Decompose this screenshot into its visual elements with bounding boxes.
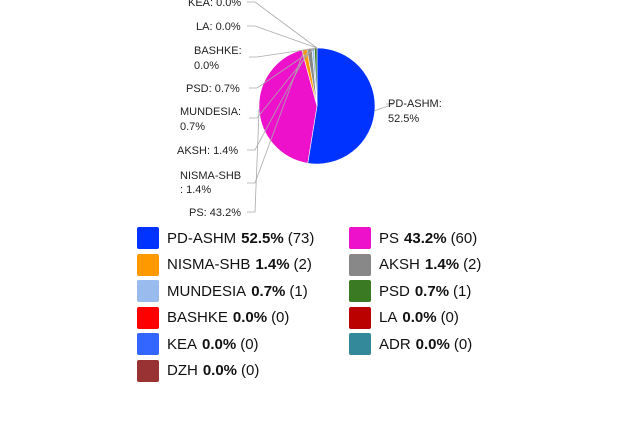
legend-count: (1) — [453, 282, 472, 300]
legend-percent: 52.5% — [241, 229, 284, 247]
legend-item-pd-ashm: PD-ASHM 52.5% (73) — [137, 226, 314, 250]
legend-label: PS — [379, 229, 400, 247]
data-label-bashke: BASHKE: — [194, 45, 242, 57]
data-label-mundesia-value: 0.7% — [180, 121, 205, 133]
legend-percent: 0.7% — [251, 282, 286, 300]
leader-line-psd — [249, 47, 316, 89]
legend-percent: 0.0% — [415, 335, 450, 353]
legend-percent: 1.4% — [424, 256, 460, 273]
legend-count: (0) — [241, 362, 260, 379]
legend-count: (73) — [287, 229, 315, 247]
legend-swatch — [349, 306, 371, 329]
data-label-kea: KEA: 0.0% — [188, 0, 241, 9]
legend-percent: 1.4% — [255, 256, 290, 273]
legend-count: (0) — [240, 335, 259, 353]
legend-label: KEA — [167, 335, 198, 353]
legend-count: (2) — [463, 256, 482, 273]
legend-swatch — [349, 253, 371, 276]
legend-swatch — [349, 227, 371, 249]
legend-count: (0) — [453, 335, 473, 353]
legend-item-la: LA 0.0% (0) — [349, 306, 459, 330]
legend-label: ADR — [379, 335, 411, 353]
data-label-psd: PSD: 0.7% — [186, 83, 240, 95]
legend-item-bashke: BASHKE 0.0% (0) — [137, 306, 289, 330]
legend-count: (60) — [450, 229, 478, 247]
data-label-nisma-shb: NISMA-SHB — [180, 170, 241, 182]
data-label-ps: PS: 43.2% — [189, 207, 241, 219]
leader-line-nisma-shb — [247, 49, 305, 184]
leader-line-la — [247, 25, 318, 49]
legend-percent: 0.0% — [232, 309, 268, 326]
data-label-pd-ashm-value: 52.5% — [388, 113, 419, 125]
legend-label: MUNDESIA — [167, 282, 247, 300]
pie-slice-pd-ashm — [307, 47, 376, 165]
legend-swatch — [137, 253, 159, 276]
legend-label: LA — [379, 309, 398, 326]
legend-item-aksh: AKSH 1.4% (2) — [349, 253, 481, 277]
legend-label: NISMA-SHB — [167, 256, 251, 273]
legend-percent: 0.0% — [202, 362, 238, 379]
legend-item-psd: PSD 0.7% (1) — [349, 279, 471, 303]
legend-item-adr: ADR 0.0% (0) — [349, 332, 472, 356]
legend-item-mundesia: MUNDESIA 0.7% (1) — [137, 279, 308, 303]
legend-count: (2) — [293, 256, 312, 273]
leader-line-pd-ashm — [374, 103, 395, 112]
legend-percent: 0.0% — [402, 309, 437, 326]
data-label-bashke-value: 0.0% — [194, 60, 219, 72]
leader-line-kea — [247, 1, 318, 49]
pie-chart: PD-ASHM: 52.5% PS: 43.2% NISMA-SHB : 1.4% AKS… — [177, 0, 442, 219]
legend-swatch — [137, 306, 159, 329]
legend-label: BASHKE — [167, 309, 228, 326]
legend-count: (0) — [271, 309, 290, 326]
pie-slice-ps — [258, 49, 318, 164]
legend-swatch — [137, 333, 159, 355]
leader-line-mundesia — [249, 47, 314, 119]
data-label-la: LA: 0.0% — [196, 21, 241, 33]
leader-line-aksh — [247, 48, 310, 151]
legend-label: DZH — [167, 362, 198, 379]
legend-item-dzh: DZH 0.0% (0) — [137, 359, 259, 383]
legend-label: PD-ASHM — [167, 229, 237, 247]
legend-label: AKSH — [379, 256, 420, 273]
legend-count: (1) — [289, 282, 308, 300]
legend-swatch — [137, 359, 159, 382]
legend-label: PSD — [379, 282, 410, 300]
legend-swatch — [349, 280, 371, 302]
data-label-nisma-shb-value: : 1.4% — [180, 184, 211, 196]
legend-swatch — [349, 333, 371, 355]
leader-line-bashke — [249, 47, 318, 58]
legend-item-ps: PS 43.2% (60) — [349, 226, 477, 250]
legend-item-kea: KEA 0.0% (0) — [137, 332, 259, 356]
data-label-aksh: AKSH: 1.4% — [177, 145, 238, 157]
legend-percent: 0.0% — [202, 335, 237, 353]
data-label-pd-ashm: PD-ASHM: — [388, 98, 442, 110]
legend-item-nisma-shb: NISMA-SHB 1.4% (2) — [137, 253, 312, 277]
legend-swatch — [137, 280, 159, 302]
legend-percent: 0.7% — [414, 282, 450, 300]
legend-count: (0) — [440, 309, 459, 326]
legend-swatch — [137, 227, 159, 249]
leader-line-ps — [247, 108, 260, 213]
data-label-mundesia: MUNDESIA: — [180, 106, 241, 118]
legend-percent: 43.2% — [404, 229, 447, 247]
